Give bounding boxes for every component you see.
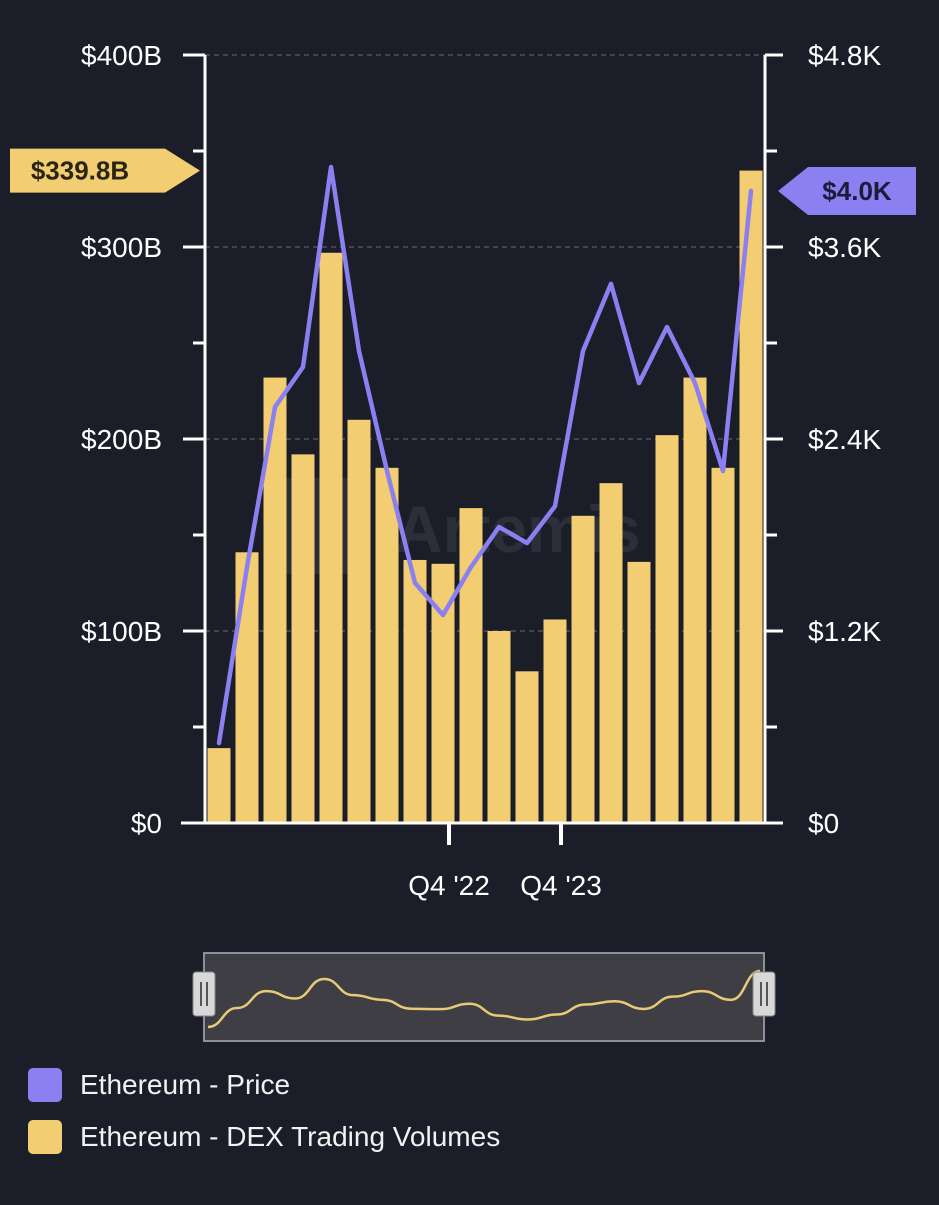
bar-dex-volume: [263, 377, 287, 823]
left-axis-label: $300B: [81, 232, 162, 263]
navigator-line: [207, 969, 761, 1029]
bar-dex-volume: [627, 561, 651, 823]
left-axis-label: $200B: [81, 424, 162, 455]
bar-dex-volume: [655, 435, 679, 823]
legend-item-dex-volume[interactable]: Ethereum - DEX Trading Volumes: [28, 1120, 728, 1154]
bar-dex-volume: [431, 563, 455, 823]
current-price-flag: [778, 167, 916, 215]
legend-label-dex-volume: Ethereum - DEX Trading Volumes: [80, 1121, 501, 1152]
right-axis-label: $2.4K: [808, 424, 881, 455]
bar-dex-volume: [403, 559, 427, 823]
right-axis-label: $1.2K: [808, 616, 881, 647]
current-volume-flag: [10, 148, 200, 193]
bar-dex-volume: [207, 748, 231, 823]
navigator-handle-right[interactable]: [752, 971, 776, 1017]
bar-dex-volume: [347, 419, 371, 823]
legend-swatch-price: [28, 1068, 62, 1102]
legend-item-price[interactable]: Ethereum - Price: [28, 1068, 728, 1102]
current-price-label: $4.0K: [822, 176, 892, 206]
current-volume-label: $339.8B: [31, 156, 129, 186]
price-line: [216, 164, 754, 746]
right-axis-label: $3.6K: [808, 232, 881, 263]
bar-dex-volume: [459, 508, 483, 823]
right-axis-label: $4.8K: [808, 40, 881, 71]
navigator-handle-left[interactable]: [192, 971, 216, 1017]
bar-dex-volume: [543, 619, 567, 823]
right-axis-label: $0: [808, 808, 839, 839]
left-axis-label: $0: [131, 808, 162, 839]
left-axis-label: $100B: [81, 616, 162, 647]
bar-dex-volume: [739, 170, 763, 824]
bar-dex-volume: [235, 552, 259, 823]
legend-label-price: Ethereum - Price: [80, 1069, 291, 1100]
bar-dex-volume: [515, 671, 539, 823]
bar-dex-volume: [599, 483, 623, 823]
bar-dex-volume: [291, 454, 315, 823]
bar-dex-volume: [711, 467, 735, 823]
x-axis-label: Q4 '22: [408, 870, 490, 901]
x-axis-label: Q4 '23: [520, 870, 602, 901]
bar-dex-volume: [487, 631, 511, 823]
left-axis-label: $400B: [81, 40, 162, 71]
legend-swatch-dex-volume: [28, 1120, 62, 1154]
bar-dex-volume: [319, 252, 343, 823]
bar-dex-volume: [571, 515, 595, 823]
bar-dex-volume: [375, 467, 399, 823]
bar-dex-volume: [683, 377, 707, 823]
